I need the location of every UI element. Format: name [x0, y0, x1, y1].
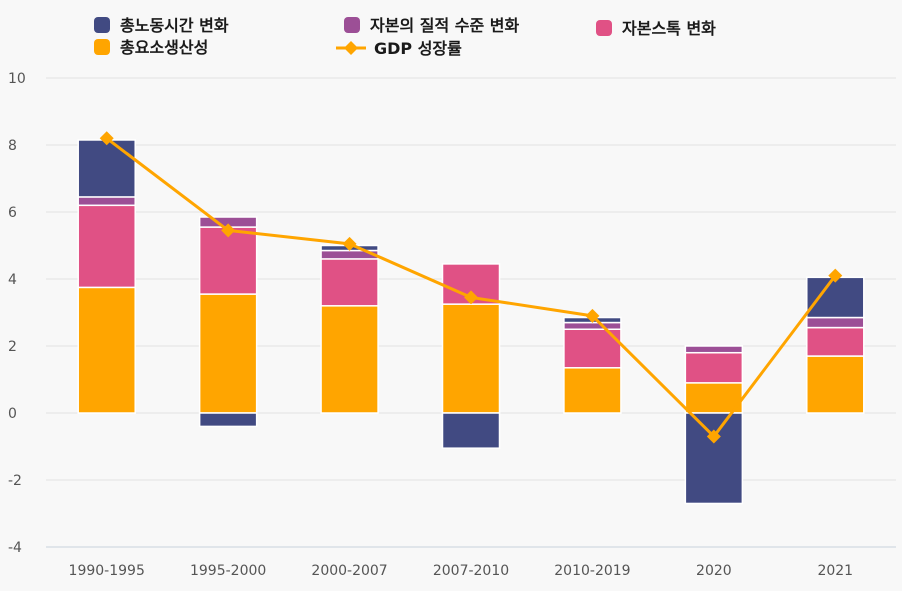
legend-swatch: [596, 20, 612, 36]
y-tick-label: 8: [8, 138, 17, 154]
y-tick-label: -4: [8, 540, 22, 556]
x-tick-label: 2010-2019: [554, 563, 630, 579]
gdp-marker: [585, 308, 600, 323]
gdp-marker: [342, 236, 357, 251]
legend-label: GDP 성장률: [374, 39, 462, 58]
x-tick-label: 2021: [817, 563, 853, 579]
bar-segment: [806, 276, 865, 319]
gdp-marker: [464, 290, 478, 305]
bar-segment: [806, 316, 865, 329]
bar-segment: [77, 204, 136, 289]
bars: [77, 139, 865, 505]
bar-segment: [77, 196, 136, 207]
legend-swatch: [344, 17, 360, 33]
bar-segment: [77, 286, 136, 414]
gdp-marker: [99, 131, 114, 146]
y-tick-label: 4: [8, 272, 17, 288]
bar-segment: [320, 258, 379, 307]
bar-segment: [198, 412, 258, 428]
bar-segment: [806, 355, 865, 414]
bar-segment: [563, 321, 622, 330]
bar-segment: [684, 412, 744, 505]
x-tick-label: 2000-2007: [311, 563, 387, 579]
bar-segment: [198, 226, 258, 295]
bar-segment: [563, 367, 622, 414]
x-tick-label: 2020: [696, 563, 732, 579]
legend-swatch: [94, 39, 110, 55]
legend-label: 총노동시간 변화: [120, 16, 229, 35]
gdp-marker: [828, 268, 843, 283]
x-tick-label: 1995-2000: [190, 563, 266, 579]
bar-segment: [77, 139, 136, 198]
gdp-marker: [221, 223, 236, 238]
y-tick-label: 10: [8, 71, 26, 87]
bar-segment: [441, 412, 501, 449]
legend-swatch: [94, 17, 110, 33]
bar-segment: [684, 351, 744, 384]
legend-label: 자본의 질적 수준 변화: [370, 16, 519, 35]
axes: -4 -2 0 2 4 6 8 10 1990-1995 1995-2000 2000-2007 20…: [8, 71, 853, 579]
y-tick-label: 2: [8, 339, 17, 355]
legend-label: 총요소생산성: [120, 38, 208, 57]
y-tick-label: 0: [8, 406, 17, 422]
bar-segment: [806, 326, 865, 357]
gdp-marker: [706, 429, 721, 444]
x-tick-label: 1990-1995: [69, 563, 145, 579]
legend-marker: [344, 41, 358, 55]
bar-segment: [684, 382, 744, 414]
y-tick-label: -2: [8, 473, 22, 489]
bar-segment: [684, 345, 744, 354]
bar-segment: [198, 293, 258, 414]
legend-label: 자본스톡 변화: [622, 19, 716, 38]
gdp-line: [99, 131, 843, 444]
y-tick-label: 6: [8, 205, 17, 221]
bar-segment: [320, 305, 379, 414]
bar-segment: [441, 303, 501, 414]
x-tick-label: 2007-2010: [433, 563, 509, 579]
